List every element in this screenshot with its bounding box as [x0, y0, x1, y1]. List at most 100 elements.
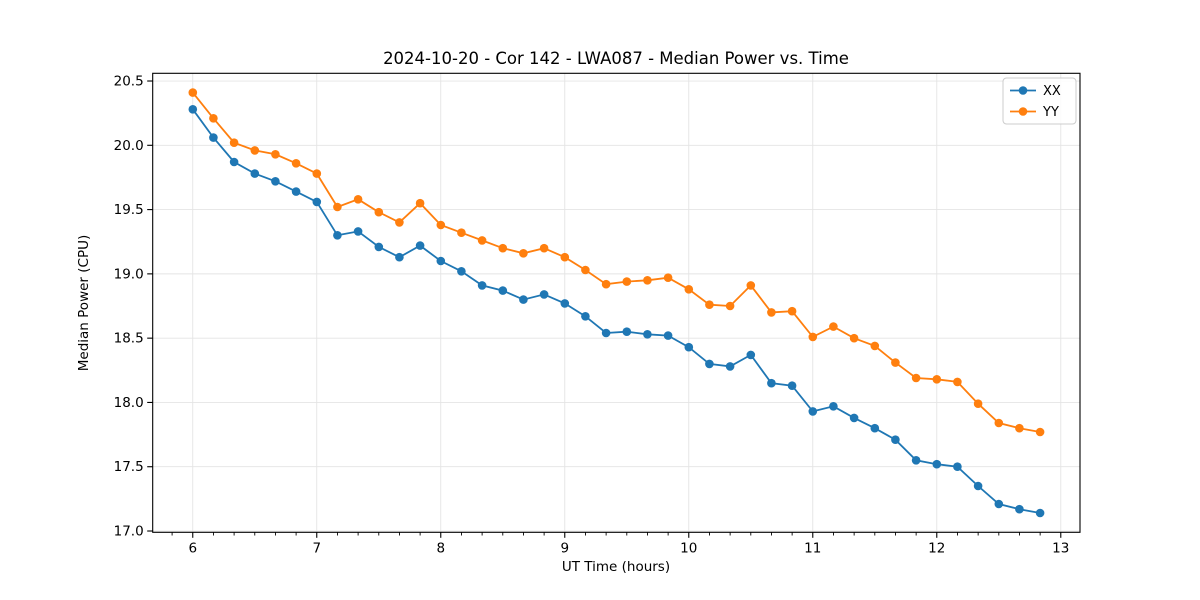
data-point-YY [519, 249, 528, 258]
data-point-XX [188, 105, 198, 114]
data-point-YY [746, 281, 756, 290]
y-tick-label: 17.0 [114, 524, 144, 540]
data-point-XX [209, 133, 218, 142]
data-point-YY [395, 218, 404, 227]
y-tick-label: 19.5 [114, 202, 144, 218]
data-point-YY [705, 300, 714, 310]
x-axis-label: UT Time (hours) [561, 559, 671, 575]
y-tick-label: 20.0 [114, 138, 144, 154]
data-point-YY [498, 243, 508, 253]
data-point-XX [312, 197, 322, 207]
data-point-XX [395, 252, 404, 262]
data-point-YY [209, 114, 218, 123]
data-point-YY [808, 332, 818, 342]
y-tick-label: 18.0 [114, 395, 144, 411]
data-point-XX [911, 456, 921, 465]
data-point-YY [457, 228, 466, 237]
data-point-XX [291, 187, 301, 196]
data-point-YY [953, 377, 962, 387]
data-point-XX [829, 402, 838, 411]
data-point-XX [374, 242, 384, 252]
data-point-YY [622, 277, 632, 286]
y-tick-label: 18.5 [114, 331, 144, 347]
data-point-YY [829, 322, 838, 331]
data-point-XX [415, 241, 425, 250]
data-point-XX [622, 327, 632, 337]
x-tick-label: 10 [680, 540, 697, 556]
data-point-YY [849, 333, 859, 343]
data-point-XX [229, 157, 239, 167]
data-point-XX [643, 330, 652, 339]
data-point-XX [457, 267, 466, 276]
data-point-YY [374, 207, 384, 217]
data-point-XX [1035, 508, 1045, 518]
data-point-XX [250, 169, 260, 178]
data-point-XX [705, 359, 714, 369]
data-point-YY [188, 88, 198, 97]
data-point-XX [767, 378, 776, 388]
data-point-YY [870, 341, 880, 351]
data-point-XX [787, 381, 797, 391]
legend-marker-icon [1018, 107, 1028, 116]
data-point-XX [684, 342, 694, 352]
series-YY [188, 88, 1045, 437]
legend: XX YY [1002, 77, 1077, 125]
data-point-XX [601, 328, 611, 338]
x-tick-label: 12 [928, 540, 945, 556]
data-point-YY [663, 273, 673, 283]
data-point-YY [643, 276, 652, 285]
data-point-YY [725, 301, 735, 311]
legend-label: YY [1042, 105, 1059, 120]
data-point-XX [498, 286, 508, 295]
data-point-YY [415, 198, 425, 208]
data-point-YY [229, 138, 239, 147]
data-point-XX [353, 227, 363, 236]
series-XX [188, 105, 1045, 518]
data-point-XX [271, 177, 280, 186]
data-point-YY [271, 150, 280, 159]
data-point-XX [1015, 504, 1024, 514]
y-tick-label: 17.5 [114, 459, 144, 475]
data-point-XX [333, 231, 342, 240]
data-point-XX [849, 413, 859, 423]
data-point-YY [291, 159, 301, 168]
data-point-XX [519, 295, 528, 304]
legend-item-YY: YY [1010, 105, 1059, 120]
data-point-YY [477, 236, 487, 245]
data-point-YY [436, 220, 446, 230]
axis-ticks: 6 7 8 9 10 11 12 13 17.0 17.5 18.0 18.5 19.0 19.5 20.0… [114, 74, 1070, 557]
data-point-XX [436, 256, 446, 266]
x-tick-label: 6 [188, 540, 197, 556]
data-point-YY [932, 375, 942, 384]
y-axis-label-text: Median Power (CPU) [76, 234, 92, 372]
data-point-XX [808, 407, 818, 416]
x-tick-label: 8 [436, 540, 445, 556]
data-point-XX [581, 312, 590, 321]
data-point-YY [560, 252, 570, 262]
data-point-YY [973, 399, 983, 409]
gridlines [152, 73, 1080, 533]
data-point-XX [994, 499, 1004, 509]
data-point-YY [312, 169, 322, 178]
data-point-XX [539, 290, 549, 299]
data-point-YY [1035, 427, 1045, 437]
data-point-XX [932, 459, 942, 469]
chart-title: 2024-10-20 - Cor 142 - LWA087 - Median P… [383, 49, 849, 68]
data-point-YY [601, 279, 611, 289]
data-point-YY [911, 373, 921, 383]
x-tick-label: 7 [312, 540, 321, 556]
data-point-XX [477, 281, 487, 290]
data-point-YY [250, 146, 260, 155]
x-tick-label: 11 [804, 540, 821, 556]
data-point-XX [870, 423, 880, 433]
x-tick-label: 9 [560, 540, 569, 556]
series-line-XX [192, 108, 1041, 514]
data-point-XX [973, 481, 983, 491]
data-point-YY [684, 285, 694, 294]
data-point-XX [891, 435, 900, 445]
y-tick-label: 20.5 [114, 74, 144, 90]
data-point-YY [1015, 423, 1024, 433]
data-point-XX [953, 462, 962, 472]
